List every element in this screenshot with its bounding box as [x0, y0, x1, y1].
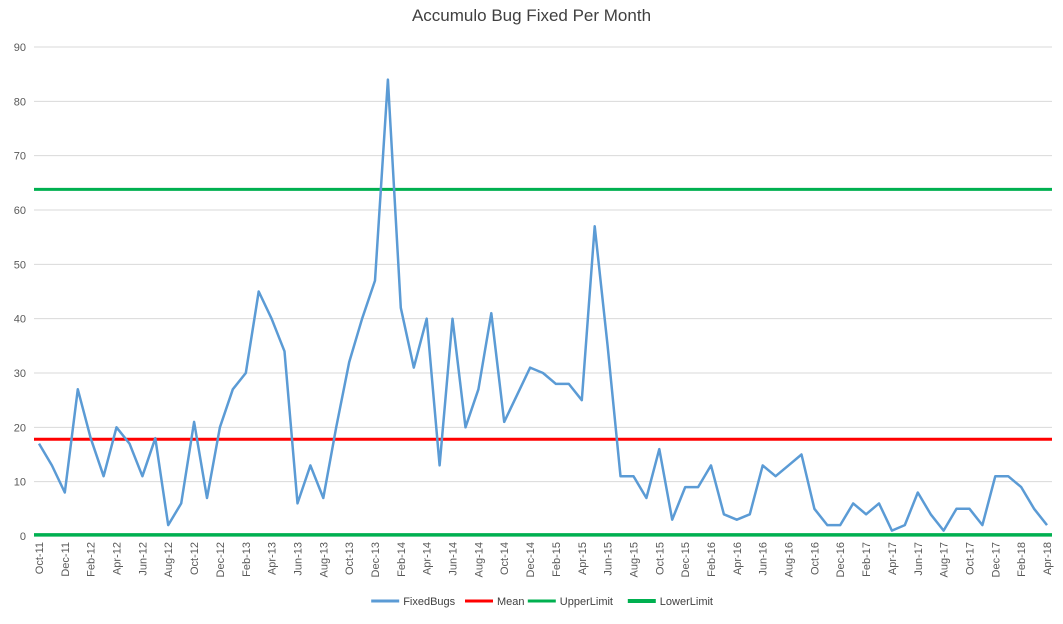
y-tick-label: 10: [14, 477, 26, 489]
x-tick-label: Jun-17: [913, 542, 925, 576]
x-tick-label: Jun-14: [448, 542, 460, 576]
x-tick-label: Apr-16: [732, 542, 744, 575]
legend-label-upperlimit: UpperLimit: [560, 596, 613, 608]
axes: 0 10 20 30 40 50 60 70 80 90 Oct-11 Dec-11 Feb-12 Apr…: [14, 42, 1054, 577]
x-tick-label: Aug-15: [628, 542, 640, 577]
x-tick-label: Aug-17: [939, 542, 951, 577]
x-tick-label: Jun-16: [758, 542, 770, 576]
x-tick-label: Feb-12: [86, 542, 98, 577]
x-tick-label: Feb-15: [551, 542, 563, 577]
legend-label-fixedbugs: FixedBugs: [403, 596, 455, 608]
x-tick-label: Jun-12: [137, 542, 149, 576]
legend: FixedBugs Mean UpperLimit LowerLimit: [371, 596, 713, 608]
x-tick-label: Apr-12: [112, 542, 124, 575]
x-tick-label: Feb-17: [861, 542, 873, 577]
x-tick-label: Apr-15: [577, 542, 589, 575]
x-tick-label: Oct-12: [189, 542, 201, 575]
y-tick-label: 80: [14, 96, 26, 108]
x-tick-label: Dec-12: [215, 542, 227, 577]
x-tick-label: Oct-14: [499, 542, 511, 575]
x-tick-label: Dec-14: [525, 542, 537, 577]
legend-label-lowerlimit: LowerLimit: [660, 596, 713, 608]
x-tick-label: Oct-15: [654, 542, 666, 575]
x-tick-label: Aug-12: [163, 542, 175, 577]
x-tick-label: Oct-17: [964, 542, 976, 575]
x-tick-label: Aug-13: [318, 542, 330, 577]
series-line-fixedbugs: [37, 78, 1048, 532]
x-tick-label: Feb-16: [706, 542, 718, 577]
x-tick-label: Aug-14: [473, 542, 485, 577]
x-tick-label: Dec-11: [60, 542, 72, 577]
x-tick-label: Jun-15: [603, 542, 615, 576]
x-tick-label: Dec-15: [680, 542, 692, 577]
x-tick-label: Oct-13: [344, 542, 356, 575]
y-tick-label: 30: [14, 368, 26, 380]
x-tick-label: Apr-18: [1042, 542, 1054, 575]
x-tick-label: Feb-13: [241, 542, 253, 577]
x-tick-label: Oct-16: [809, 542, 821, 575]
y-tick-label: 0: [20, 531, 26, 543]
y-tick-label: 90: [14, 42, 26, 54]
y-tick-label: 50: [14, 259, 26, 271]
y-tick-label: 20: [14, 422, 26, 434]
y-tick-label: 60: [14, 205, 26, 217]
x-tick-label: Dec-13: [370, 542, 382, 577]
x-tick-label: Jun-13: [292, 542, 304, 576]
x-tick-label: Dec-17: [990, 542, 1002, 577]
x-tick-label: Oct-11: [34, 542, 46, 574]
x-tick-label: Apr-14: [422, 542, 434, 575]
x-tick-label: Aug-16: [784, 542, 796, 577]
x-tick-label: Apr-17: [887, 542, 899, 575]
legend-label-mean: Mean: [497, 596, 525, 608]
chart-title: Accumulo Bug Fixed Per Month: [411, 6, 652, 25]
series: [34, 78, 1052, 537]
x-tick-label: Dec-16: [835, 542, 847, 577]
y-tick-label: 40: [14, 314, 26, 326]
y-tick-label: 70: [14, 151, 26, 163]
x-tick-label: Apr-13: [267, 542, 279, 575]
x-tick-label: Feb-18: [1016, 542, 1028, 577]
x-tick-label: Feb-14: [396, 542, 408, 577]
